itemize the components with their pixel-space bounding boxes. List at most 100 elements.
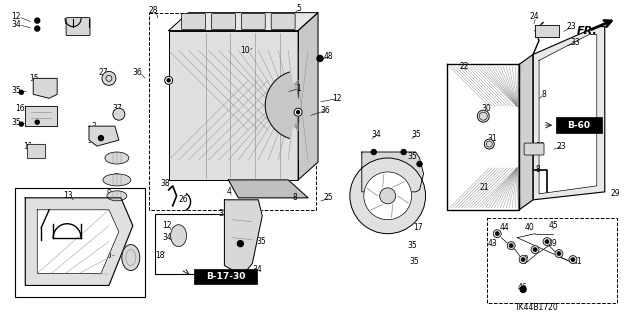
Text: 34: 34 (163, 233, 172, 242)
Text: 46: 46 (517, 283, 527, 292)
Circle shape (350, 158, 426, 234)
Text: 41: 41 (573, 257, 582, 266)
Circle shape (519, 256, 527, 263)
Text: 35: 35 (218, 209, 228, 218)
Text: 35: 35 (12, 86, 21, 95)
Text: 23: 23 (567, 22, 577, 31)
Text: 7: 7 (113, 152, 118, 160)
Text: 12: 12 (332, 94, 342, 103)
Text: 28: 28 (148, 6, 158, 15)
Text: 44: 44 (499, 223, 509, 232)
Circle shape (477, 110, 489, 122)
Circle shape (543, 238, 551, 246)
Text: 20: 20 (103, 251, 113, 260)
Polygon shape (362, 152, 424, 192)
Circle shape (35, 18, 40, 23)
Polygon shape (26, 198, 133, 286)
Text: 34: 34 (12, 20, 21, 29)
Text: 31: 31 (487, 134, 497, 143)
Text: 33: 33 (571, 38, 580, 47)
Text: 25: 25 (324, 193, 333, 202)
Text: 22: 22 (460, 62, 469, 71)
Text: 4: 4 (227, 187, 231, 197)
Text: 45: 45 (549, 221, 559, 230)
Circle shape (102, 71, 116, 85)
Text: 38: 38 (161, 179, 170, 189)
Circle shape (509, 244, 513, 248)
Text: 8: 8 (541, 90, 546, 99)
Text: 30: 30 (481, 104, 491, 113)
Ellipse shape (171, 225, 187, 247)
Polygon shape (37, 210, 119, 273)
Text: 8: 8 (39, 219, 44, 228)
Circle shape (19, 122, 23, 126)
Text: 3: 3 (91, 122, 96, 131)
Circle shape (237, 241, 243, 247)
FancyBboxPatch shape (148, 13, 316, 210)
Circle shape (571, 257, 575, 262)
Text: 15: 15 (29, 74, 39, 83)
Circle shape (520, 286, 526, 293)
Text: 2: 2 (227, 261, 231, 270)
FancyBboxPatch shape (193, 269, 257, 285)
Text: 35: 35 (410, 257, 419, 266)
Polygon shape (89, 126, 119, 146)
Text: 35: 35 (408, 241, 417, 250)
FancyBboxPatch shape (524, 143, 544, 155)
Circle shape (493, 230, 501, 238)
Text: 47: 47 (65, 18, 75, 27)
Circle shape (555, 249, 563, 257)
Text: 32: 32 (535, 142, 545, 151)
Circle shape (521, 257, 525, 262)
Text: 35: 35 (412, 130, 421, 139)
FancyBboxPatch shape (241, 14, 265, 30)
Text: 40: 40 (525, 223, 535, 232)
Circle shape (35, 26, 40, 31)
Text: 36: 36 (133, 68, 143, 77)
Bar (15, 188, 145, 297)
Polygon shape (228, 180, 308, 198)
Polygon shape (533, 26, 605, 200)
FancyBboxPatch shape (66, 18, 90, 35)
Circle shape (364, 172, 412, 220)
Text: 8: 8 (535, 166, 540, 174)
Circle shape (167, 79, 170, 82)
Text: 23: 23 (557, 142, 566, 151)
Text: 17: 17 (413, 223, 423, 232)
Text: 37: 37 (113, 104, 123, 113)
Text: 7: 7 (113, 174, 118, 182)
Text: 12: 12 (12, 12, 21, 21)
Circle shape (99, 136, 104, 141)
Text: 21: 21 (479, 183, 489, 192)
Circle shape (164, 76, 173, 84)
Text: 34: 34 (252, 265, 262, 274)
Ellipse shape (105, 152, 129, 164)
Polygon shape (225, 200, 262, 276)
Polygon shape (298, 13, 318, 180)
Ellipse shape (107, 191, 127, 201)
Bar (155, 214, 232, 273)
FancyBboxPatch shape (211, 14, 236, 30)
Text: 34: 34 (39, 116, 49, 125)
FancyBboxPatch shape (556, 117, 602, 133)
Text: 26: 26 (179, 195, 188, 204)
Polygon shape (33, 78, 57, 98)
Ellipse shape (103, 174, 131, 186)
Text: 24: 24 (529, 12, 539, 21)
Polygon shape (265, 72, 300, 138)
Bar (169, 31, 298, 180)
Text: 8: 8 (292, 193, 297, 202)
Circle shape (484, 139, 494, 149)
Circle shape (35, 120, 39, 124)
Text: TK44B1720: TK44B1720 (515, 303, 559, 312)
FancyBboxPatch shape (182, 14, 205, 30)
Circle shape (531, 246, 539, 254)
Text: 48: 48 (324, 52, 333, 61)
Text: 10: 10 (241, 46, 250, 55)
Text: 35: 35 (12, 118, 21, 127)
Circle shape (569, 256, 577, 263)
Text: FR.: FR. (577, 26, 598, 35)
Bar (487, 218, 617, 303)
Text: B-17-30: B-17-30 (205, 272, 245, 281)
Circle shape (545, 240, 549, 244)
